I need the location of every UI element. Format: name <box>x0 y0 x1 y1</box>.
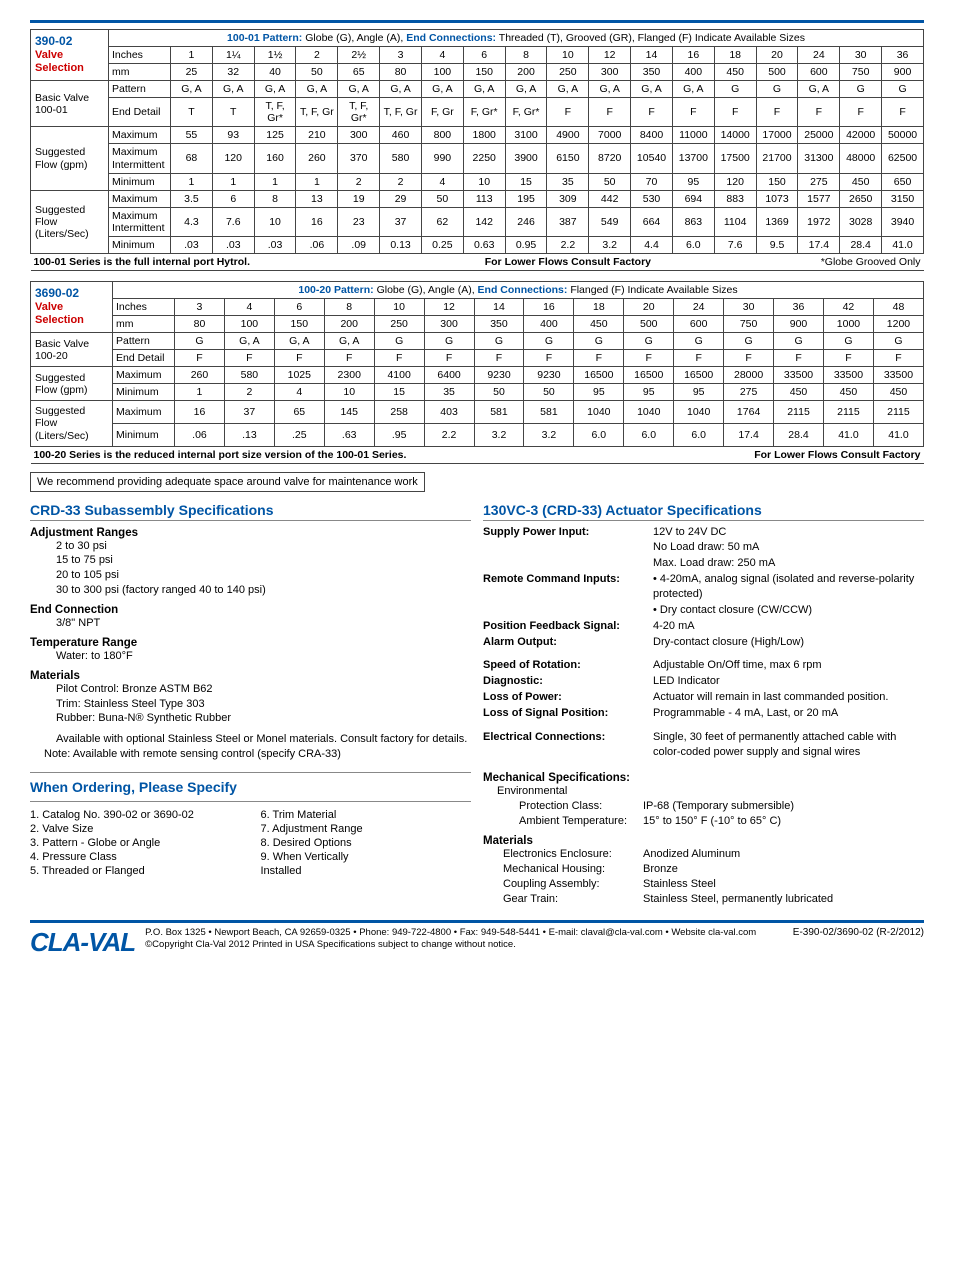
t1-header: 100-01 Pattern: Globe (G), Angle (A), En… <box>109 30 924 47</box>
table-390-02: 390-02Valve Selection 100-01 Pattern: Gl… <box>30 29 924 271</box>
t1-inches-row: Inches11¼1½22½3468101214161820243036 <box>31 47 924 64</box>
code-390: 390-02 <box>35 34 72 48</box>
doc-number: E-390-02/3690-02 (R-2/2012) <box>793 927 924 938</box>
claval-logo: CLA-VAL <box>30 927 135 958</box>
page-footer: CLA-VAL P.O. Box 1325 • Newport Beach, C… <box>30 920 924 958</box>
t1-mm-row: mm25324050658010015020025030035040045050… <box>31 64 924 81</box>
table-3690-02: 3690-02Valve Selection 100-20 Pattern: G… <box>30 281 924 464</box>
crd-specs: CRD-33 Subassembly Specifications Adjust… <box>30 502 471 907</box>
ordering-list: 1. Catalog No. 390-02 or 3690-022. Valve… <box>30 808 471 878</box>
ordering-header: When Ordering, Please Specify <box>30 772 471 802</box>
maintenance-note: We recommend providing adequate space ar… <box>30 472 425 492</box>
actuator-specs: 130VC-3 (CRD-33) Actuator Specifications… <box>483 502 924 907</box>
